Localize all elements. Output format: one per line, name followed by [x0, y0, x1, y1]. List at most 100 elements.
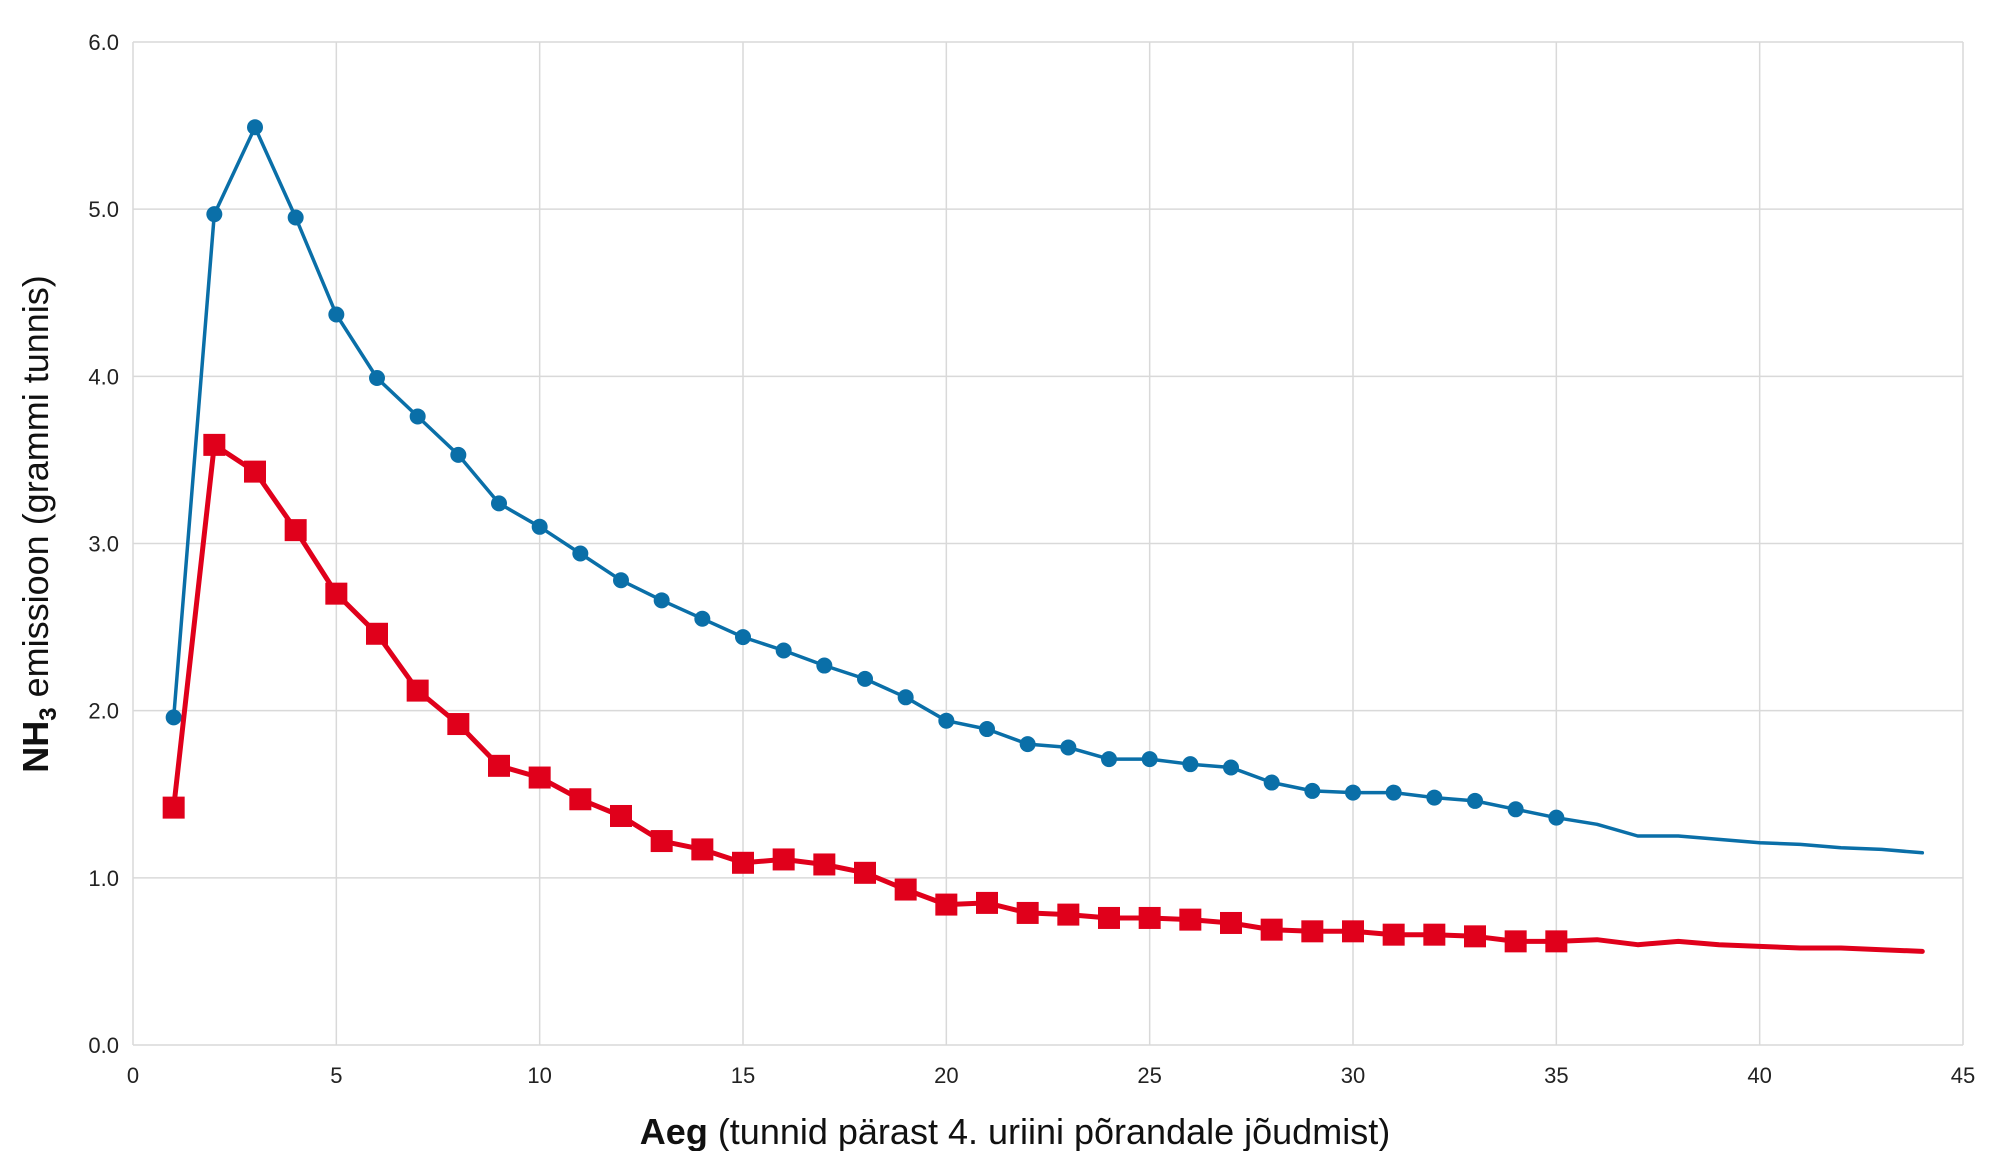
- data-point: [1263, 774, 1280, 791]
- data-point: [732, 851, 754, 874]
- data-point: [1057, 903, 1080, 926]
- data-point: [1467, 792, 1483, 809]
- data-point: [206, 206, 223, 223]
- data-point: [284, 519, 307, 542]
- data-point: [894, 878, 917, 901]
- data-point: [1385, 784, 1402, 801]
- data-point: [1223, 759, 1239, 776]
- data-point: [569, 788, 592, 811]
- x-tick-label: 5: [330, 1063, 342, 1088]
- y-tick-label: 6.0: [88, 30, 119, 55]
- x-tick-label: 25: [1137, 1063, 1161, 1088]
- data-point: [653, 592, 670, 609]
- data-point: [531, 518, 548, 535]
- x-axis-title: Aeg (tunnid pärast 4. uriini põrandale j…: [640, 1111, 1390, 1151]
- data-point: [247, 119, 263, 136]
- data-point: [366, 622, 388, 645]
- data-point: [369, 370, 385, 387]
- data-point: [528, 766, 551, 789]
- data-point: [854, 861, 876, 884]
- tick-labels: 0.0 1.0 2.0 3.0 4.0 5.0 6.0 0 5 10 15 20 25 30 35 40 45: [88, 30, 1975, 1088]
- data-point: [1423, 923, 1446, 946]
- data-point: [409, 408, 426, 425]
- data-point: [1016, 901, 1039, 924]
- data-point: [1548, 809, 1565, 826]
- data-point: [244, 460, 266, 483]
- data-point: [447, 713, 470, 736]
- x-tick-label: 35: [1544, 1063, 1568, 1088]
- x-tick-label: 45: [1951, 1063, 1975, 1088]
- data-point: [816, 657, 833, 674]
- y-tick-label: 2.0: [88, 699, 119, 724]
- data-point: [1345, 784, 1361, 801]
- grid: [132, 41, 1964, 1046]
- data-point: [1260, 918, 1283, 941]
- data-point: [1019, 736, 1036, 753]
- y-tick-label: 3.0: [88, 532, 119, 557]
- x-tick-label: 0: [127, 1063, 139, 1088]
- x-tick-label: 10: [527, 1063, 551, 1088]
- data-point: [406, 679, 429, 702]
- data-point: [694, 610, 711, 627]
- data-point: [1382, 923, 1405, 946]
- data-point: [572, 545, 589, 562]
- data-point: [328, 306, 345, 323]
- data-point: [1101, 751, 1117, 768]
- data-point: [1098, 906, 1120, 929]
- x-tick-label: 40: [1747, 1063, 1771, 1088]
- data-point: [1060, 739, 1077, 756]
- data-point: [1304, 782, 1321, 799]
- data-point: [813, 853, 836, 876]
- x-tick-label: 15: [731, 1063, 755, 1088]
- data-point: [450, 446, 467, 463]
- data-point: [613, 572, 629, 589]
- data-point: [1464, 925, 1486, 948]
- data-point: [162, 796, 185, 819]
- data-point: [1342, 920, 1364, 943]
- data-point: [735, 629, 751, 646]
- data-point: [979, 721, 995, 738]
- series-line: [171, 125, 1925, 855]
- y-axis-title-subscript: 3: [35, 707, 62, 720]
- x-tick-label: 30: [1341, 1063, 1365, 1088]
- data-point: [772, 848, 795, 871]
- data-point: [287, 209, 304, 226]
- data-point: [203, 433, 226, 456]
- y-tick-label: 0.0: [88, 1033, 119, 1058]
- data-point: [1507, 801, 1524, 818]
- x-axis-title-rest: (tunnid pärast 4. uriini põrandale jõudm…: [708, 1111, 1390, 1151]
- series-2: [162, 433, 1925, 954]
- series-line: [171, 442, 1925, 954]
- data-point: [1141, 751, 1158, 768]
- data-point: [897, 689, 914, 706]
- series-1: [165, 119, 1925, 855]
- data-point: [976, 891, 998, 914]
- data-point: [488, 754, 510, 777]
- data-point: [1138, 906, 1161, 929]
- series: [162, 119, 1925, 954]
- data-point: [650, 830, 673, 853]
- data-point: [491, 495, 507, 512]
- y-tick-label: 5.0: [88, 197, 119, 222]
- data-point: [1182, 756, 1199, 773]
- data-point: [1220, 911, 1242, 934]
- y-axis-title-rest: emissioon (grammi tunnis): [15, 275, 56, 707]
- x-axis-title-bold: Aeg: [640, 1111, 708, 1151]
- data-point: [1179, 908, 1202, 931]
- data-point: [935, 893, 958, 916]
- x-tick-label: 20: [934, 1063, 958, 1088]
- data-point: [691, 838, 714, 861]
- y-axis-title: NH3 emissioon (grammi tunnis): [15, 275, 62, 772]
- data-point: [165, 709, 182, 726]
- data-point: [1301, 920, 1324, 943]
- data-point: [610, 804, 632, 827]
- data-point: [857, 670, 873, 687]
- data-point: [775, 642, 792, 659]
- data-point: [325, 582, 348, 605]
- y-tick-label: 1.0: [88, 866, 119, 891]
- data-point: [1426, 789, 1443, 806]
- y-tick-label: 4.0: [88, 364, 119, 389]
- data-point: [938, 712, 955, 729]
- data-point: [1545, 930, 1568, 953]
